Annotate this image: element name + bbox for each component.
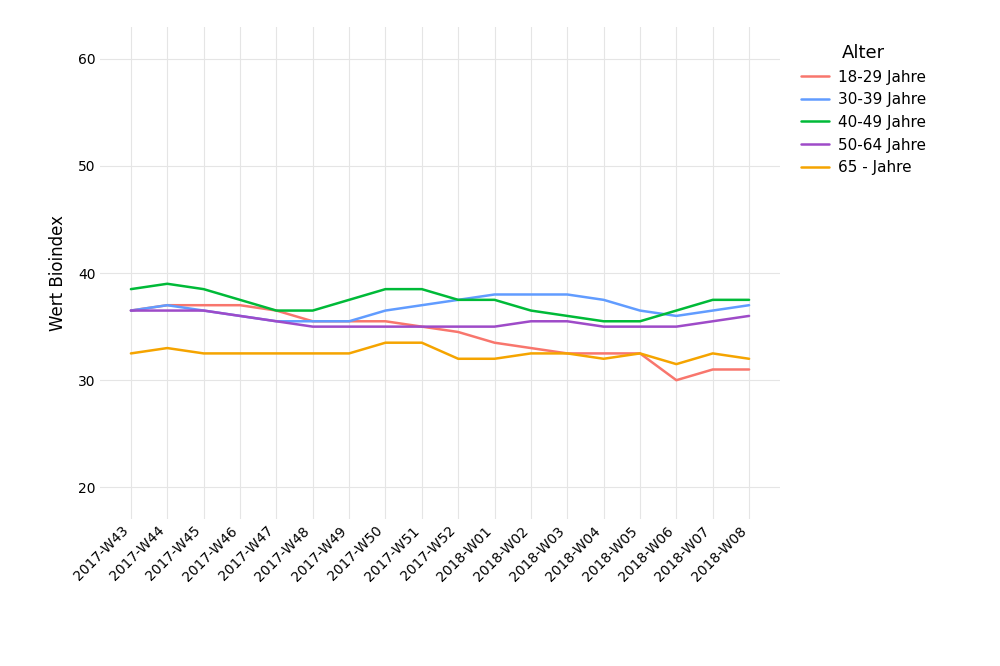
18-29 Jahre — [525, 344, 537, 352]
40-49 Jahre — [379, 285, 391, 293]
30-39 Jahre — [307, 317, 319, 325]
50-64 Jahre — [707, 317, 719, 325]
18-29 Jahre — [307, 317, 319, 325]
18-29 Jahre — [343, 317, 355, 325]
18-29 Jahre — [670, 376, 682, 384]
30-39 Jahre — [270, 317, 282, 325]
30-39 Jahre — [343, 317, 355, 325]
65 - Jahre — [161, 344, 173, 352]
65 - Jahre — [634, 350, 646, 358]
65 - Jahre — [307, 350, 319, 358]
40-49 Jahre — [670, 306, 682, 314]
50-64 Jahre — [125, 306, 137, 314]
Y-axis label: Wert Bioindex: Wert Bioindex — [49, 215, 67, 331]
50-64 Jahre — [670, 322, 682, 330]
40-49 Jahre — [525, 306, 537, 314]
65 - Jahre — [707, 350, 719, 358]
40-49 Jahre — [125, 285, 137, 293]
65 - Jahre — [743, 355, 755, 363]
18-29 Jahre — [416, 322, 428, 330]
40-49 Jahre — [743, 296, 755, 304]
30-39 Jahre — [416, 301, 428, 309]
18-29 Jahre — [234, 301, 246, 309]
65 - Jahre — [270, 350, 282, 358]
40-49 Jahre — [234, 296, 246, 304]
30-39 Jahre — [743, 301, 755, 309]
50-64 Jahre — [198, 306, 210, 314]
40-49 Jahre — [307, 306, 319, 314]
65 - Jahre — [343, 350, 355, 358]
50-64 Jahre — [525, 317, 537, 325]
30-39 Jahre — [198, 306, 210, 314]
40-49 Jahre — [452, 296, 464, 304]
40-49 Jahre — [707, 296, 719, 304]
50-64 Jahre — [452, 322, 464, 330]
65 - Jahre — [489, 355, 501, 363]
40-49 Jahre — [489, 296, 501, 304]
30-39 Jahre — [598, 296, 610, 304]
Line: 50-64 Jahre: 50-64 Jahre — [131, 310, 749, 326]
65 - Jahre — [452, 355, 464, 363]
50-64 Jahre — [343, 322, 355, 330]
65 - Jahre — [598, 355, 610, 363]
30-39 Jahre — [234, 312, 246, 320]
40-49 Jahre — [561, 312, 573, 320]
18-29 Jahre — [270, 306, 282, 314]
40-49 Jahre — [343, 296, 355, 304]
30-39 Jahre — [379, 306, 391, 314]
30-39 Jahre — [670, 312, 682, 320]
30-39 Jahre — [707, 306, 719, 314]
65 - Jahre — [125, 350, 137, 358]
30-39 Jahre — [161, 301, 173, 309]
50-64 Jahre — [161, 306, 173, 314]
30-39 Jahre — [561, 290, 573, 298]
18-29 Jahre — [125, 306, 137, 314]
65 - Jahre — [561, 350, 573, 358]
30-39 Jahre — [525, 290, 537, 298]
50-64 Jahre — [379, 322, 391, 330]
50-64 Jahre — [561, 317, 573, 325]
50-64 Jahre — [634, 322, 646, 330]
65 - Jahre — [525, 350, 537, 358]
65 - Jahre — [234, 350, 246, 358]
40-49 Jahre — [634, 317, 646, 325]
65 - Jahre — [670, 360, 682, 368]
40-49 Jahre — [270, 306, 282, 314]
40-49 Jahre — [416, 285, 428, 293]
18-29 Jahre — [452, 328, 464, 336]
40-49 Jahre — [161, 280, 173, 288]
Line: 30-39 Jahre: 30-39 Jahre — [131, 294, 749, 321]
50-64 Jahre — [234, 312, 246, 320]
18-29 Jahre — [489, 339, 501, 347]
40-49 Jahre — [598, 317, 610, 325]
40-49 Jahre — [198, 285, 210, 293]
65 - Jahre — [416, 339, 428, 347]
Line: 18-29 Jahre: 18-29 Jahre — [131, 305, 749, 380]
18-29 Jahre — [198, 301, 210, 309]
50-64 Jahre — [416, 322, 428, 330]
18-29 Jahre — [743, 366, 755, 374]
50-64 Jahre — [270, 317, 282, 325]
65 - Jahre — [198, 350, 210, 358]
Legend: 18-29 Jahre, 30-39 Jahre, 40-49 Jahre, 50-64 Jahre, 65 - Jahre: 18-29 Jahre, 30-39 Jahre, 40-49 Jahre, 5… — [801, 44, 926, 175]
50-64 Jahre — [489, 322, 501, 330]
18-29 Jahre — [561, 350, 573, 358]
30-39 Jahre — [489, 290, 501, 298]
30-39 Jahre — [634, 306, 646, 314]
18-29 Jahre — [379, 317, 391, 325]
Line: 65 - Jahre: 65 - Jahre — [131, 343, 749, 364]
Line: 40-49 Jahre: 40-49 Jahre — [131, 284, 749, 321]
50-64 Jahre — [598, 322, 610, 330]
30-39 Jahre — [125, 306, 137, 314]
18-29 Jahre — [707, 366, 719, 374]
18-29 Jahre — [634, 350, 646, 358]
18-29 Jahre — [161, 301, 173, 309]
30-39 Jahre — [452, 296, 464, 304]
50-64 Jahre — [307, 322, 319, 330]
18-29 Jahre — [598, 350, 610, 358]
65 - Jahre — [379, 339, 391, 347]
50-64 Jahre — [743, 312, 755, 320]
